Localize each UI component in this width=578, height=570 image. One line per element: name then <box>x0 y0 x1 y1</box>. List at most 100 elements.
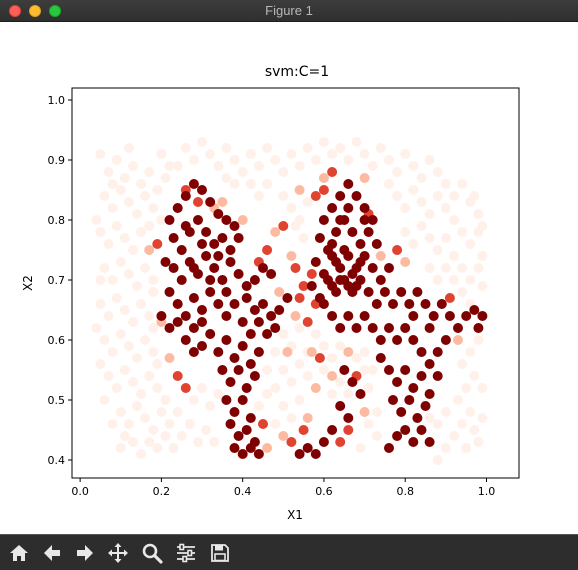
scatter-point <box>318 437 329 447</box>
scatter-point <box>457 359 468 369</box>
close-window-button[interactable] <box>9 5 21 17</box>
scatter-point <box>379 287 390 297</box>
configure-subplots-button[interactable] <box>171 539 201 567</box>
scatter-point <box>424 437 435 447</box>
pan-button[interactable] <box>103 539 133 567</box>
scatter-point <box>136 299 147 309</box>
scatter-point <box>233 269 244 279</box>
scatter-point <box>444 293 455 303</box>
scatter-point <box>469 305 480 315</box>
scatter-point <box>318 173 329 183</box>
scatter-point <box>107 275 118 285</box>
scatter-point <box>193 437 203 447</box>
scatter-point <box>168 443 179 453</box>
sliders-icon <box>177 543 195 563</box>
scatter-point <box>278 365 289 375</box>
scatter-point <box>270 383 281 393</box>
scatter-point <box>432 419 443 429</box>
scatter-point <box>400 257 411 267</box>
scatter-point <box>420 299 431 309</box>
save-figure-button[interactable] <box>205 539 235 567</box>
scatter-point <box>253 347 264 357</box>
zoom-button[interactable] <box>137 539 167 567</box>
back-button[interactable] <box>37 539 67 567</box>
scatter-point <box>245 443 256 453</box>
scatter-point <box>123 143 134 153</box>
scatter-point <box>229 179 240 189</box>
scatter-point <box>347 227 358 237</box>
scatter-point <box>197 305 207 315</box>
scatter-point <box>449 251 459 261</box>
scatter-point <box>428 311 439 321</box>
x-axis-label: X1 <box>287 508 303 522</box>
scatter-point <box>477 383 488 393</box>
scatter-point <box>262 179 273 189</box>
scatter-point <box>144 221 155 231</box>
scatter-point <box>310 155 321 165</box>
scatter-point <box>424 263 435 273</box>
scatter-point <box>347 269 358 279</box>
navigation-toolbar <box>0 534 578 570</box>
scatter-point <box>457 179 468 189</box>
y-tick-label: 0.8 <box>48 214 66 227</box>
scatter-point <box>107 203 118 213</box>
scatter-point <box>335 437 346 447</box>
maximize-window-button[interactable] <box>49 5 61 17</box>
minimize-window-button[interactable] <box>29 5 41 17</box>
scatter-point <box>453 323 463 333</box>
scatter-point <box>180 335 191 345</box>
scatter-point <box>278 431 289 441</box>
scatter-point <box>172 203 183 213</box>
scatter-point <box>363 419 374 429</box>
scatter-point <box>197 239 207 249</box>
scatter-point <box>148 203 159 213</box>
scatter-point <box>245 359 256 369</box>
scatter-point <box>262 245 273 255</box>
scatter-point <box>318 137 329 147</box>
scatter-point <box>367 365 378 375</box>
scatter-point <box>123 341 134 351</box>
scatter-point <box>262 389 273 399</box>
scatter-point <box>453 395 463 405</box>
scatter-point <box>262 365 273 375</box>
scatter-point <box>384 365 394 375</box>
scatter-point <box>164 353 175 363</box>
scatter-point <box>180 191 191 201</box>
scatter-point <box>314 233 325 243</box>
scatter-point <box>282 347 293 357</box>
scatter-point <box>335 275 346 285</box>
scatter-point <box>392 377 403 387</box>
scatter-point <box>400 149 411 159</box>
home-button[interactable] <box>4 539 34 567</box>
scatter-point <box>172 161 183 171</box>
scatter-point <box>123 269 134 279</box>
scatter-point <box>449 431 459 441</box>
scatter-point <box>229 299 240 309</box>
scatter-point <box>188 179 199 189</box>
scatter-point <box>335 143 346 153</box>
scatter-point <box>144 371 155 381</box>
scatter-point <box>343 425 354 435</box>
scatter-point <box>314 353 325 363</box>
scatter-point <box>469 371 480 381</box>
scatter-point <box>294 293 305 303</box>
y-tick-label: 1.0 <box>48 94 66 107</box>
scatter-point <box>294 449 305 459</box>
scatter-point <box>128 377 138 387</box>
scatter-point <box>327 149 338 159</box>
scatter-point <box>343 347 354 357</box>
scatter-point <box>457 227 468 237</box>
scatter-point <box>213 347 224 357</box>
scatter-point <box>237 341 248 351</box>
scatter-point <box>205 329 216 339</box>
scatter-point <box>351 323 362 333</box>
scatter-point <box>327 239 338 249</box>
scatter-point <box>367 323 378 333</box>
scatter-point <box>392 245 403 255</box>
scatter-point <box>298 425 309 435</box>
forward-button[interactable] <box>70 539 100 567</box>
scatter-point <box>205 197 216 207</box>
scatter-point <box>477 311 488 321</box>
scatter-point <box>115 185 126 195</box>
scatter-point <box>119 365 130 375</box>
